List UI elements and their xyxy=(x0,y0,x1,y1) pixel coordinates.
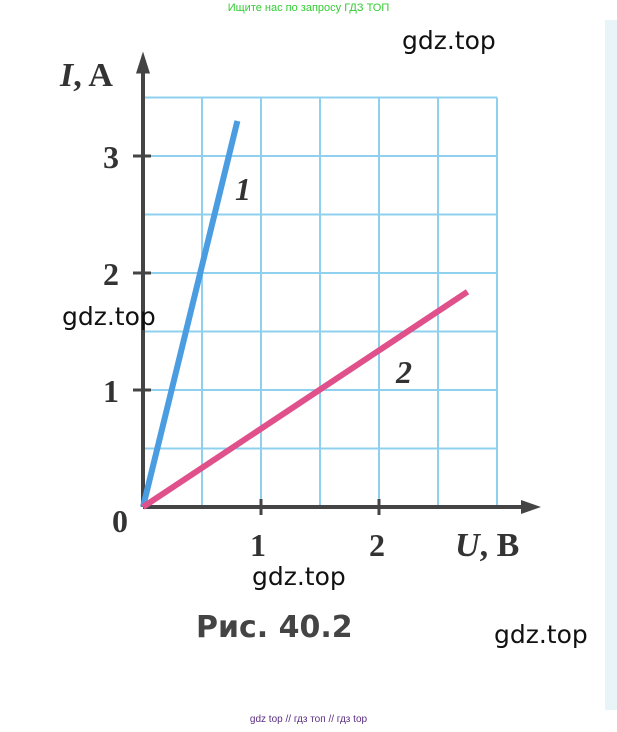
y-axis-label: I, A xyxy=(59,57,113,94)
y-tick-label-2: 2 xyxy=(103,256,119,292)
header-note: Ищите нас по запросу ГДЗ ТОП xyxy=(227,2,390,14)
watermark: gdz.top xyxy=(494,620,588,649)
series-label-1: 1 xyxy=(235,171,251,207)
y-tick-label-3: 3 xyxy=(103,139,119,175)
series-line-1 xyxy=(140,120,241,508)
figure-caption: Рис. 40.2 xyxy=(196,610,353,645)
watermark: gdz.top xyxy=(402,26,496,55)
series-label-2: 2 xyxy=(395,354,412,390)
watermark: gdz.top xyxy=(62,302,156,331)
footer-note: gdz top // гдз топ // гдз top xyxy=(249,714,368,725)
origin-label: 0 xyxy=(112,503,128,539)
series-line-2 xyxy=(141,289,470,510)
x-axis-arrow-icon xyxy=(521,500,541,514)
x-tick-label-2: 2 xyxy=(369,527,385,563)
y-tick-label-1: 1 xyxy=(103,373,119,409)
watermark: gdz.top xyxy=(252,562,346,591)
y-axis-arrow-icon xyxy=(136,51,150,74)
x-tick-label-1: 1 xyxy=(250,527,266,563)
x-axis-label: U, В xyxy=(455,527,519,564)
axes xyxy=(133,51,541,515)
page-edge-strip xyxy=(605,20,617,710)
series-lines xyxy=(140,120,470,510)
